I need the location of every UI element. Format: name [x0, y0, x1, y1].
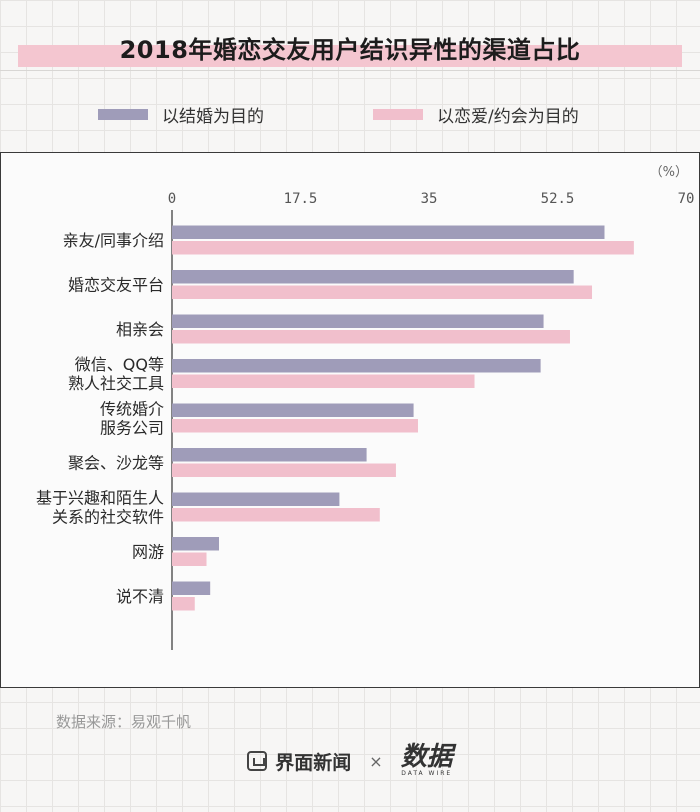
legend-swatch-dating [373, 108, 423, 120]
title-divider [0, 70, 700, 71]
title-highlight-band [18, 45, 682, 67]
category-label: 微信、QQ等 [75, 355, 164, 374]
collab-separator: × [369, 751, 383, 771]
datawire-logo-en: DATA WIRE [401, 770, 453, 777]
footer: 界面新闻 × 数据 DATA WIRE [0, 744, 700, 778]
bar-chart: （%） 0 17.5 35 52.5 70 亲友/同事介绍婚恋交友平台相亲会微信、QQ等熟人… [36, 165, 695, 650]
bar-dating [172, 285, 593, 299]
legend-label-dating: 以恋爱/约会为目的 [437, 106, 579, 127]
bar-marriage [172, 314, 544, 328]
category-label: 服务公司 [100, 419, 164, 438]
category-label: 相亲会 [116, 320, 164, 339]
x-axis-unit: （%） [650, 165, 688, 180]
legend-label-marriage: 以结婚为目的 [162, 106, 264, 127]
category-label: 网游 [132, 543, 164, 562]
x-tick-label: 70 [678, 191, 695, 207]
bar-dating [172, 552, 207, 566]
bar-dating [172, 374, 475, 388]
legend-swatch-marriage [98, 108, 148, 120]
bar-marriage [172, 270, 574, 284]
x-tick-label: 35 [421, 191, 438, 207]
bar-marriage [172, 537, 219, 551]
bar-marriage [172, 581, 211, 595]
category-label: 熟人社交工具 [68, 374, 164, 393]
legend-item-marriage: 以结婚为目的 [98, 103, 264, 127]
category-label: 聚会、沙龙等 [68, 454, 164, 473]
bar-marriage [172, 225, 605, 239]
bar-dating [172, 330, 570, 344]
bar-dating [172, 419, 418, 433]
x-tick-label: 17.5 [284, 191, 318, 207]
x-tick-label: 52.5 [541, 191, 575, 207]
bar-dating [172, 597, 195, 611]
category-label: 基于兴趣和陌生人 [36, 489, 164, 508]
category-label: 关系的社交软件 [52, 508, 164, 527]
brand-name: 界面新闻 [275, 751, 352, 774]
data-source: 数据来源：易观千帆 [56, 713, 192, 731]
bar-dating [172, 241, 634, 255]
bar-marriage [172, 448, 367, 462]
datawire-logo-text: 数据 [400, 742, 453, 772]
datawire-logo: 数据 DATA WIRE [401, 744, 453, 778]
bar-marriage [172, 492, 340, 506]
x-tick-label: 0 [168, 191, 176, 207]
bar-dating [172, 508, 380, 522]
bar-marriage [172, 359, 541, 373]
category-label: 亲友/同事介绍 [63, 231, 164, 250]
jiemian-logo-icon [247, 751, 268, 771]
category-label: 婚恋交友平台 [68, 276, 164, 295]
chart-title: 2018年婚恋交友用户结识异性的渠道占比 [119, 36, 581, 64]
category-label: 传统婚介 [100, 400, 164, 419]
bar-dating [172, 463, 396, 477]
bar-marriage [172, 403, 414, 417]
category-label: 说不清 [116, 587, 164, 606]
legend-item-dating: 以恋爱/约会为目的 [373, 103, 579, 127]
